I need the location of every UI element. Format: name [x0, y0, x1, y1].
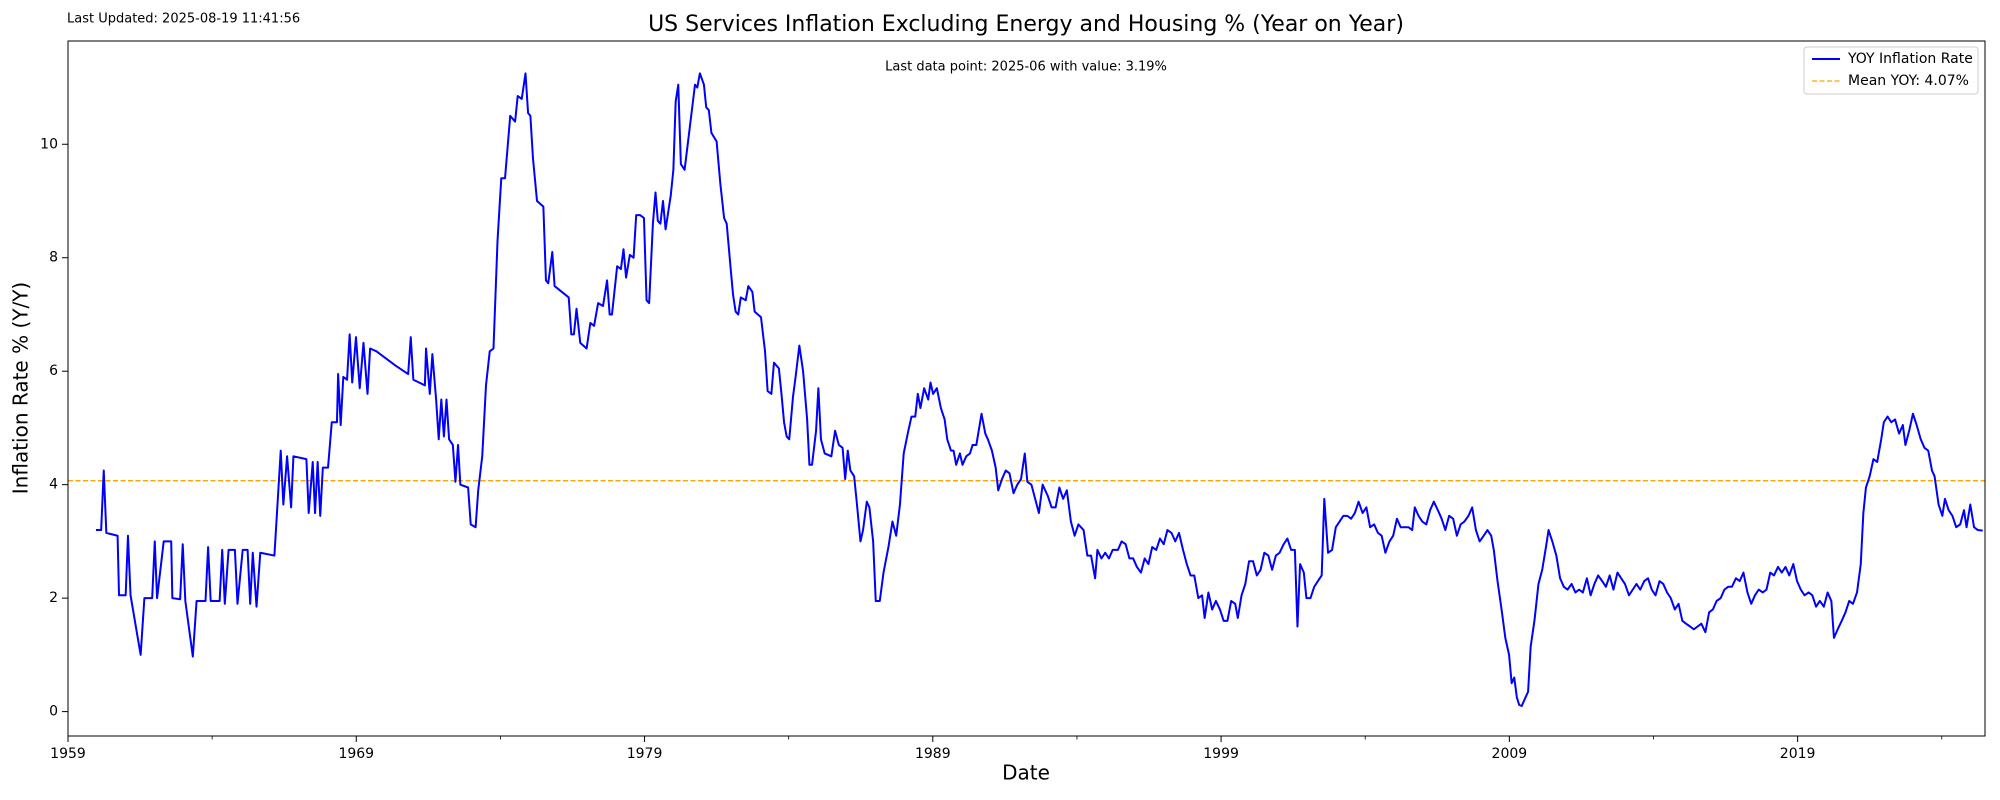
x-tick-label: 1999	[1203, 746, 1239, 762]
legend-label: YOY Inflation Rate	[1847, 51, 1973, 67]
x-tick-label: 1959	[50, 746, 86, 762]
x-tick-label: 1969	[338, 746, 374, 762]
y-tick-label: 6	[49, 363, 58, 379]
plot-frame	[67, 40, 1986, 737]
x-tick-label: 1979	[627, 746, 663, 762]
chart-title: US Services Inflation Excluding Energy a…	[648, 12, 1404, 37]
x-axis-label: Date	[1002, 761, 1050, 785]
legend-label: Mean YOY: 4.07%	[1848, 73, 1969, 89]
legend-box	[1803, 46, 1979, 95]
last-updated: Last Updated: 2025-08-19 11:41:56	[67, 12, 300, 27]
x-tick-label: 2009	[1492, 746, 1528, 762]
x-tick-label: 2019	[1780, 746, 1816, 762]
y-tick-label: 2	[49, 590, 58, 606]
y-tick-label: 0	[49, 704, 58, 720]
data-line	[95, 72, 1983, 707]
y-tick-label: 4	[49, 477, 58, 493]
y-axis-label: Inflation Rate % (Y/Y)	[9, 282, 33, 494]
x-tick-label: 1989	[915, 746, 951, 762]
annotation: Last data point: 2025-06 with value: 3.1…	[885, 60, 1167, 75]
y-tick-label: 8	[49, 250, 58, 266]
y-tick-label: 10	[40, 136, 58, 152]
